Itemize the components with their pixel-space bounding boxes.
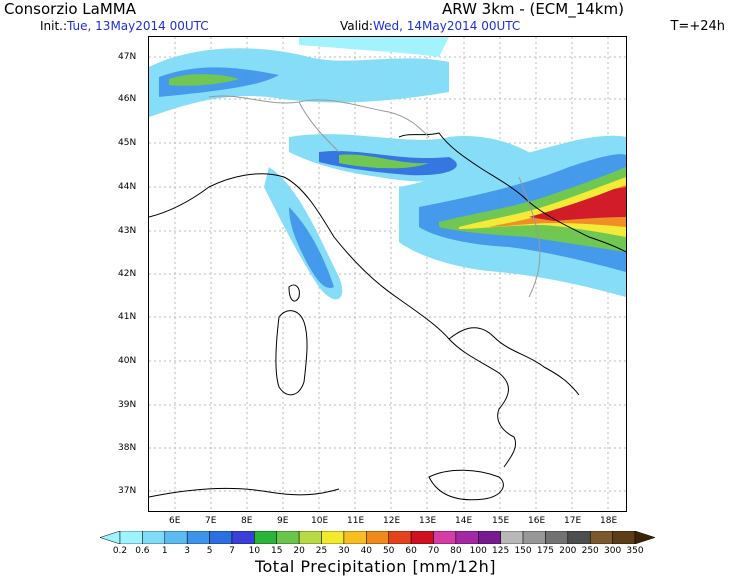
- lat-label: 40N: [118, 356, 137, 366]
- scale-label: 80: [450, 546, 462, 556]
- lon-label: 16E: [528, 516, 546, 526]
- lat-label: 42N: [118, 269, 137, 279]
- lat-label: 47N: [118, 52, 137, 62]
- scale-label: 20: [293, 546, 305, 556]
- lon-label: 13E: [419, 516, 437, 526]
- lon-label: 17E: [564, 516, 582, 526]
- scale-swatch: [276, 531, 300, 544]
- precipitation-map: [148, 36, 627, 512]
- scale-right-arrow: [634, 531, 655, 544]
- lon-label: 15E: [492, 516, 510, 526]
- scale-swatch: [298, 531, 322, 544]
- lon-label: 8E: [241, 516, 253, 526]
- lon-label: 18E: [600, 516, 618, 526]
- scale-label: 3: [184, 546, 191, 556]
- lat-label: 46N: [118, 94, 137, 104]
- scale-label: 60: [405, 546, 417, 556]
- scale-swatch: [231, 531, 255, 544]
- scale-swatch: [433, 531, 457, 544]
- lat-label: 45N: [118, 138, 137, 148]
- lon-label: 11E: [347, 516, 365, 526]
- scale-swatch: [500, 531, 524, 544]
- lat-label: 38N: [118, 443, 137, 453]
- lat-label: 41N: [118, 312, 137, 322]
- scale-label: 175: [536, 546, 555, 556]
- model-title: ARW 3km - (ECM_14km): [442, 0, 624, 18]
- scale-swatch: [612, 531, 636, 544]
- legend-title: Total Precipitation [mm/12h]: [254, 557, 497, 576]
- valid-value: Wed, 14May2014 00UTC: [372, 19, 521, 33]
- scale-label: 300: [604, 546, 622, 556]
- lon-label: 12E: [383, 516, 401, 526]
- valid-label: Valid:: [340, 19, 373, 33]
- scale-swatch: [522, 531, 546, 544]
- scale-swatch: [209, 531, 233, 544]
- scale-label: 50: [382, 546, 395, 556]
- lat-label: 39N: [118, 400, 137, 410]
- scale-swatch: [164, 531, 188, 544]
- scale-label: 40: [360, 546, 373, 556]
- precip-field: [149, 37, 626, 300]
- scale-label: 70: [427, 546, 440, 556]
- scale-swatch: [545, 531, 569, 544]
- scale-label: 125: [492, 546, 510, 556]
- scale-label: 100: [469, 546, 487, 556]
- scale-label: 25: [315, 546, 328, 556]
- scale-swatch: [366, 531, 389, 544]
- lat-label: 43N: [118, 226, 137, 236]
- scale-label: 30: [338, 546, 350, 556]
- scale-label: 5: [206, 546, 213, 556]
- scale-swatch: [388, 531, 412, 544]
- lon-label: 6E: [169, 516, 181, 526]
- lat-label: 44N: [118, 182, 137, 192]
- scale-label: 10: [248, 546, 261, 556]
- scale-label: 7: [229, 546, 235, 556]
- scale-swatch: [186, 531, 210, 544]
- scale-swatch: [142, 531, 166, 544]
- scale-left-arrow: [100, 531, 121, 544]
- init-label: Init.:: [40, 19, 68, 33]
- valid-time: Valid:Wed, 14May2014 00UTC: [340, 19, 520, 33]
- scale-label: 250: [581, 546, 599, 556]
- scale-label: 15: [271, 546, 283, 556]
- scale-swatch: [254, 531, 277, 544]
- scale-label: 0.6: [135, 546, 150, 556]
- forecast-step: T=+24h: [670, 19, 725, 34]
- scale-label: 200: [559, 546, 577, 556]
- init-value: Tue, 13May2014 00UTC: [67, 19, 209, 33]
- scale-label: 350: [626, 546, 644, 556]
- scale-swatch: [410, 531, 434, 544]
- scale-swatch: [478, 531, 501, 544]
- scale-swatch: [343, 531, 367, 544]
- scale-swatch: [119, 531, 143, 544]
- lon-label: 7E: [205, 516, 217, 526]
- scale-label: 0.2: [112, 546, 128, 556]
- lat-label: 37N: [118, 486, 137, 496]
- map-svg: [148, 37, 627, 511]
- color-scale-bar: [100, 531, 655, 544]
- lon-label: 9E: [277, 516, 289, 526]
- scale-swatch: [455, 531, 479, 544]
- lon-label: 14E: [455, 516, 473, 526]
- scale-label: 150: [514, 546, 532, 556]
- scale-swatch: [567, 531, 591, 544]
- scale-swatch: [589, 531, 613, 544]
- scale-label: 1: [161, 546, 168, 556]
- scale-swatch: [321, 531, 345, 544]
- init-time: Init.:Tue, 13May2014 00UTC: [40, 19, 209, 33]
- lon-label: 10E: [311, 516, 329, 526]
- organization-title: Consorzio LaMMA: [4, 0, 136, 18]
